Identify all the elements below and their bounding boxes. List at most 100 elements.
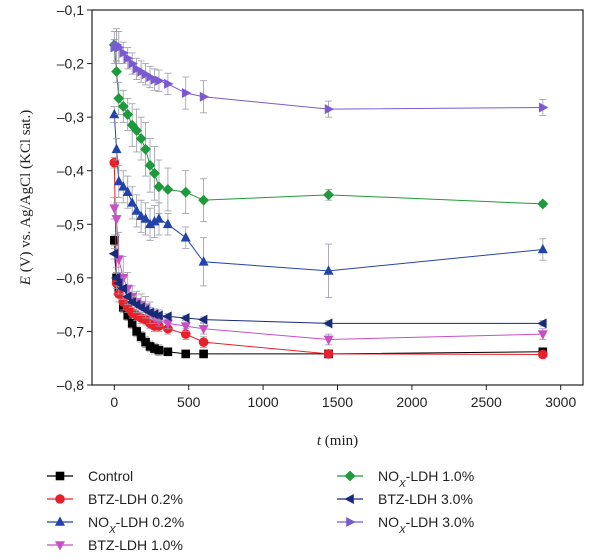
- series: [108, 247, 547, 329]
- y-tick-label: –0,7: [57, 323, 84, 339]
- data-point: [180, 322, 191, 332]
- series-line: [113, 44, 543, 110]
- ticks-layer: 0 500 1000 1500 2000 2500 3000 –0,8 –0,7 –0,6 –0,5…: [57, 2, 577, 410]
- data-point: [144, 159, 156, 171]
- series-layer: [108, 28, 549, 360]
- data-point: [136, 332, 146, 342]
- data-point: [122, 186, 133, 196]
- legend-label: NOX-LDH 3.0%: [378, 514, 474, 536]
- data-point: [180, 313, 190, 324]
- data-point: [122, 109, 134, 120]
- x-axis-label: t (min): [317, 433, 358, 449]
- data-point: [122, 291, 132, 302]
- legend-marker: [344, 494, 354, 504]
- data-point: [153, 181, 165, 193]
- data-point: [140, 213, 151, 223]
- x-tick-label: 3000: [545, 394, 576, 410]
- legend: Control BTZ-LDH 0.2% NOX-LDH 0.2%BTZ-LDH 1…: [47, 468, 474, 553]
- data-point: [149, 167, 160, 179]
- data-point: [181, 88, 192, 99]
- data-point: [537, 330, 548, 340]
- data-point: [197, 314, 208, 325]
- data-point: [323, 265, 334, 275]
- data-point: [109, 204, 120, 214]
- x-tick-label: 1500: [322, 394, 353, 410]
- data-point: [108, 248, 119, 259]
- x-tick-label: 2500: [471, 394, 502, 410]
- legend-marker: [55, 494, 65, 504]
- x-tick-label: 1000: [248, 394, 279, 410]
- data-point: [140, 143, 151, 155]
- data-point: [109, 157, 120, 168]
- data-point: [323, 335, 334, 346]
- legend-label: BTZ-LDH 0.2%: [88, 491, 183, 507]
- y-tick-label: –0,1: [57, 2, 84, 18]
- data-point: [537, 198, 549, 210]
- data-point: [181, 349, 191, 359]
- data-point: [162, 311, 172, 322]
- series: [108, 39, 549, 223]
- data-point: [162, 218, 173, 229]
- legend-label: NOX-LDH 1.0%: [378, 468, 474, 490]
- legend-item: NOX-LDH 0.2%: [47, 514, 184, 536]
- legend-label: NOX-LDH 0.2%: [88, 514, 184, 536]
- data-point: [323, 349, 334, 359]
- y-axis-label: E (V) vs. Ag/AgCl (KCl sat.): [18, 110, 34, 286]
- x-tick-label: 2000: [396, 394, 427, 410]
- y-tick-label: –0,4: [57, 163, 84, 179]
- data-point: [113, 278, 123, 289]
- y-tick-label: –0,8: [57, 377, 84, 393]
- data-point: [324, 104, 335, 115]
- y-axis-label-rest: (V) vs. Ag/AgCl (KCl sat.): [18, 110, 34, 276]
- data-point: [198, 256, 209, 266]
- data-point: [127, 197, 138, 207]
- legend-item: BTZ-LDH 1.0%: [47, 537, 183, 553]
- data-point: [110, 272, 121, 283]
- data-point: [110, 236, 119, 245]
- legend-item: Control: [47, 468, 133, 484]
- data-point: [111, 143, 122, 154]
- series: [109, 106, 548, 299]
- data-point: [113, 92, 125, 104]
- data-point: [198, 337, 209, 347]
- legend-label: BTZ-LDH 3.0%: [378, 491, 473, 507]
- data-point: [538, 349, 548, 360]
- data-point: [132, 327, 141, 336]
- data-point: [118, 181, 129, 191]
- data-point: [162, 319, 173, 330]
- data-point: [180, 232, 191, 242]
- data-point: [539, 102, 549, 113]
- x-tick-label: 500: [177, 394, 201, 410]
- data-point: [113, 175, 124, 186]
- legend-marker: [55, 516, 65, 526]
- legend-marker: [344, 470, 356, 482]
- legend-marker: [55, 541, 65, 551]
- data-point: [111, 215, 122, 225]
- legend-item: NOX-LDH 3.0%: [337, 514, 474, 536]
- x-tick-label: 0: [110, 394, 118, 410]
- legend-item: BTZ-LDH 3.0%: [337, 491, 473, 507]
- data-point: [323, 189, 334, 201]
- legend-marker: [55, 471, 65, 481]
- y-tick-label: –0,5: [57, 216, 84, 232]
- legend-label: BTZ-LDH 1.0%: [88, 537, 183, 553]
- legend-marker: [346, 517, 356, 527]
- data-point: [153, 213, 164, 223]
- y-tick-label: –0,6: [57, 270, 84, 286]
- x-axis-label-symbol: t: [317, 433, 322, 449]
- data-point: [537, 243, 548, 254]
- data-point: [117, 101, 129, 112]
- data-point: [117, 283, 128, 294]
- data-point: [537, 318, 547, 329]
- series: [110, 28, 549, 118]
- y-tick-label: –0,2: [57, 56, 84, 72]
- data-point: [111, 66, 122, 78]
- data-point: [322, 318, 333, 329]
- data-point: [162, 184, 174, 195]
- data-point: [198, 324, 209, 335]
- data-point: [198, 194, 210, 206]
- data-point: [109, 108, 120, 119]
- data-point: [163, 347, 173, 357]
- data-point: [155, 75, 165, 86]
